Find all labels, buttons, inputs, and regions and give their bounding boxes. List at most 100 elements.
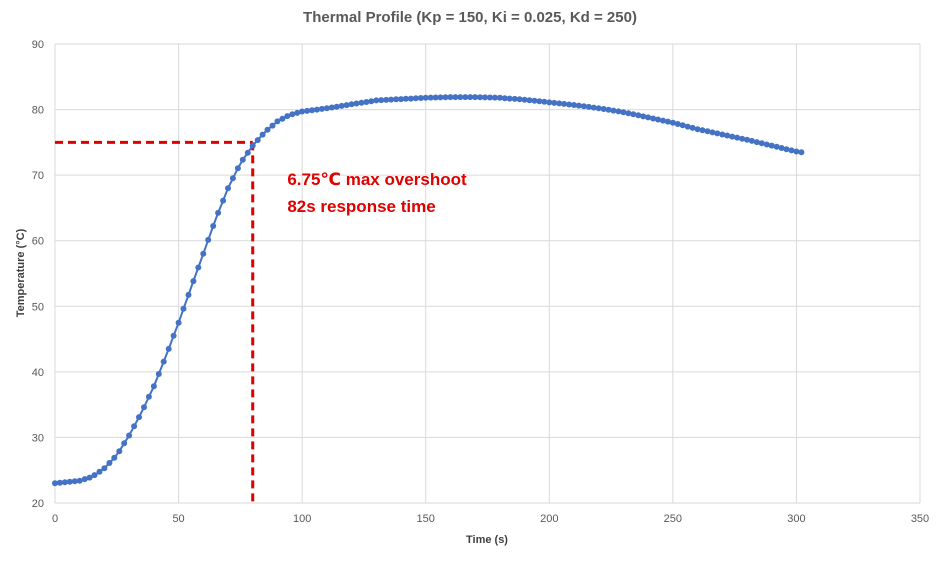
data-point-32	[210, 223, 217, 229]
data-point-61	[353, 100, 360, 107]
data-point-98	[536, 98, 543, 105]
y-tick-60: 60	[32, 236, 44, 248]
data-point-42	[259, 131, 266, 138]
data-point-91	[501, 95, 508, 102]
data-point-115	[620, 109, 627, 116]
data-point-150	[793, 148, 800, 155]
data-point-53	[314, 106, 320, 113]
data-point-73	[412, 95, 419, 102]
data-point-83	[462, 94, 469, 101]
data-point-54	[318, 105, 325, 112]
data-point-25	[175, 319, 182, 326]
data-point-33	[215, 209, 222, 216]
data-point-14	[121, 440, 128, 447]
data-point-24	[170, 332, 177, 339]
data-point-36	[229, 175, 236, 182]
data-point-5	[76, 477, 83, 484]
data-point-146	[773, 143, 780, 150]
data-point-126	[674, 121, 681, 127]
data-point-52	[309, 107, 315, 114]
data-point-56	[328, 104, 335, 111]
data-point-86	[477, 94, 484, 101]
data-point-124	[664, 118, 671, 125]
data-point-130	[694, 126, 701, 133]
data-point-100	[546, 99, 553, 106]
data-point-59	[343, 102, 350, 109]
data-point-112	[605, 106, 612, 113]
y-tick-30: 30	[32, 432, 44, 444]
data-point-0	[52, 480, 58, 487]
data-point-41	[254, 137, 261, 144]
data-point-66	[378, 97, 385, 104]
data-point-106	[575, 102, 582, 109]
data-point-51	[304, 107, 311, 114]
data-point-127	[679, 122, 686, 129]
data-point-85	[472, 94, 479, 101]
data-point-107	[580, 103, 587, 110]
x-tick-50: 50	[172, 513, 184, 525]
data-point-103	[561, 100, 568, 107]
data-point-48	[289, 111, 296, 118]
response-time-annotation: 82s response time	[287, 197, 435, 216]
data-point-3	[66, 478, 73, 485]
y-axis-label: Temperature (°C)	[15, 228, 27, 317]
data-point-97	[531, 97, 538, 104]
data-point-92	[506, 95, 513, 102]
data-point-37	[234, 165, 241, 172]
data-point-55	[323, 105, 330, 112]
x-tick-250: 250	[664, 513, 682, 525]
data-point-79	[442, 94, 449, 101]
y-tick-70: 70	[32, 170, 44, 182]
y-tick-40: 40	[32, 367, 44, 379]
data-point-109	[590, 104, 597, 111]
data-point-64	[368, 98, 375, 105]
data-point-101	[551, 99, 558, 106]
data-point-122	[655, 116, 661, 123]
data-point-151	[798, 149, 805, 156]
data-point-21	[155, 371, 162, 377]
y-tick-50: 50	[32, 301, 44, 313]
data-point-28	[190, 278, 197, 285]
data-point-7	[86, 474, 93, 481]
data-point-30	[200, 250, 207, 257]
data-point-72	[407, 95, 414, 102]
data-point-26	[180, 305, 187, 312]
data-point-105	[571, 102, 577, 108]
data-point-29	[195, 264, 202, 271]
data-point-20	[150, 383, 157, 390]
data-point-138	[734, 134, 741, 141]
data-point-88	[487, 94, 493, 101]
data-point-132	[704, 128, 711, 135]
data-point-139	[739, 135, 746, 142]
data-point-67	[383, 96, 390, 103]
data-point-80	[447, 94, 454, 101]
data-point-111	[600, 106, 607, 112]
x-tick-350: 350	[911, 513, 929, 525]
y-tick-90: 90	[32, 39, 44, 51]
data-point-120	[645, 114, 652, 121]
data-point-110	[595, 105, 602, 112]
data-point-22	[160, 358, 167, 365]
data-point-43	[264, 126, 271, 133]
data-point-69	[393, 96, 400, 103]
data-point-141	[748, 137, 755, 144]
data-point-137	[729, 133, 736, 140]
x-axis-label: Time (s)	[466, 534, 508, 546]
data-point-118	[635, 112, 642, 119]
data-point-129	[689, 124, 696, 131]
x-tick-300: 300	[787, 513, 805, 525]
data-point-47	[284, 113, 291, 120]
data-point-57	[333, 103, 340, 110]
data-point-10	[101, 465, 108, 472]
data-point-13	[116, 448, 123, 455]
data-point-121	[650, 115, 657, 122]
y-tick-80: 80	[32, 105, 44, 117]
data-point-123	[660, 117, 666, 124]
data-point-117	[630, 111, 637, 118]
data-point-140	[744, 136, 750, 143]
data-point-82	[457, 94, 464, 101]
data-point-68	[388, 96, 395, 103]
data-point-133	[709, 129, 716, 136]
data-point-84	[467, 94, 474, 101]
